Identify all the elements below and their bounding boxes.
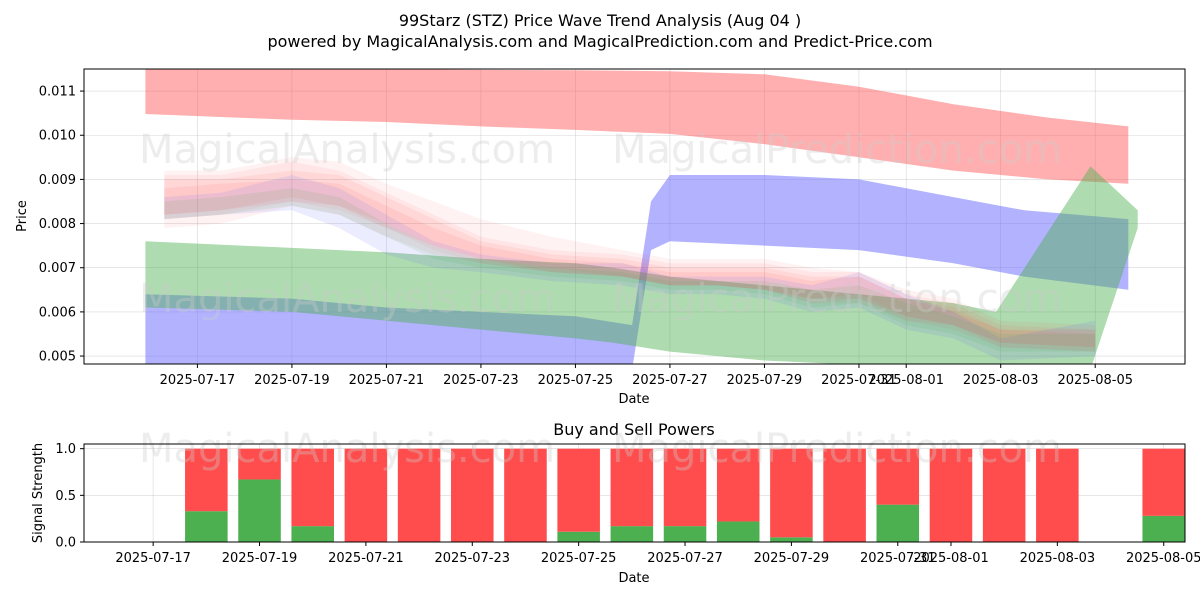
price-x-axis-label: Date [618,392,649,407]
buy-bar [663,526,707,542]
signal-bars [185,448,1185,542]
price-x-tick-label: 2025-08-03 [963,373,1039,388]
sell-bar [557,448,600,532]
signal-y-tick-label: 1.0 [55,442,76,457]
signal-x-tick-label: 2025-07-29 [754,551,830,566]
price-y-tick-label: 0.006 [39,305,76,320]
green-wave-band [164,188,1096,352]
sell-bar [185,448,228,512]
signal-plot-frame [83,443,1186,543]
sell-bar [451,448,494,542]
price-y-axis-label: Price [15,200,30,232]
sell-bar [1036,448,1079,542]
sell-bar [716,448,760,522]
price-x-tick-label: 2025-08-01 [868,373,944,388]
sell-bar [344,448,388,542]
green-band [145,166,1138,364]
price-x-tick-label: 2025-07-31 [821,373,897,388]
signal-chart-title: Buy and Sell Powers [553,420,715,439]
sell-bar [610,448,654,527]
price-axes: 2025-07-17 2025-07-19 2025-07-21 2025-07-23… [39,85,1133,388]
price-y-tick-label: 0.010 [39,129,76,144]
buy-bar [557,531,600,542]
buy-bar [1142,515,1185,542]
signal-x-axis-label: Date [618,571,649,586]
blue-wave-band [164,175,1096,361]
price-y-tick-label: 0.011 [39,85,76,100]
signal-y-axis-label: Signal Strength [31,443,46,543]
red-wave-band [164,170,1096,348]
sell-bar [663,448,707,527]
watermark-analysis-3: MagicalAnalysis.com [139,426,555,472]
watermark-analysis: MagicalAnalysis.com [139,127,555,173]
watermark-prediction-2: MagicalPrediction.com [612,276,1062,322]
price-y-tick-label: 0.008 [39,217,76,232]
red-wave-band [164,161,1096,352]
buy-bar [716,521,760,542]
sell-bar [982,448,1026,542]
buy-bar [185,511,228,542]
sell-bar [823,448,866,542]
price-watermarks: MagicalAnalysis.com MagicalPrediction.co… [139,127,1062,322]
signal-x-tick-label: 2025-08-01 [913,551,989,566]
price-y-tick-label: 0.005 [39,350,76,365]
watermark-analysis-2: MagicalAnalysis.com [139,276,555,322]
signal-x-tick-label: 2025-07-21 [328,551,404,566]
price-x-tick-label: 2025-07-17 [160,373,236,388]
signal-x-tick-label: 2025-07-23 [434,551,510,566]
figure-subtitle: powered by MagicalAnalysis.com and Magic… [267,32,932,51]
price-bands [145,69,1138,364]
sell-bar [929,448,973,542]
buy-bar [610,526,654,542]
sell-bar [770,448,813,538]
signal-axes: 2025-07-17 2025-07-19 2025-07-21 2025-07-23… [55,442,1200,566]
buy-bar [238,479,281,542]
sell-bar [238,448,281,480]
signal-x-tick-label: 2025-07-17 [115,551,191,566]
sell-bar [291,448,334,527]
signal-y-tick-label: 0.5 [55,489,76,504]
red-wave-band [164,157,1096,352]
sell-bar [397,448,441,542]
signal-watermarks: MagicalAnalysis.com MagicalPrediction.co… [139,426,1062,472]
red-upper-band [145,69,1129,184]
price-y-tick-label: 0.007 [39,261,76,276]
signal-x-tick-label: 2025-07-19 [222,551,298,566]
price-chart: MagicalAnalysis.com MagicalPrediction.co… [15,68,1186,407]
sell-bar [1142,448,1185,516]
watermark-prediction: MagicalPrediction.com [612,127,1062,173]
red-wave-band [164,179,1096,348]
figure-title: 99Starz (STZ) Price Wave Trend Analysis … [399,11,801,30]
sell-bar [504,448,547,542]
price-x-tick-label: 2025-07-25 [538,373,614,388]
sell-bar [876,448,920,505]
price-y-tick-label: 0.009 [39,173,76,188]
signal-x-tick-label: 2025-08-05 [1126,551,1200,566]
buy-bar [291,526,334,542]
buy-bar [876,504,920,542]
signal-y-tick-label: 0.0 [55,536,76,551]
price-plot-frame [83,68,1186,365]
signal-x-tick-label: 2025-07-25 [541,551,617,566]
signal-chart: Buy and Sell Powers MagicalAnalysis.com … [31,420,1200,586]
price-x-tick-label: 2025-07-27 [632,373,708,388]
blue-band [145,175,1129,364]
price-x-tick-label: 2025-07-29 [727,373,803,388]
signal-x-tick-label: 2025-08-03 [1020,551,1096,566]
price-x-tick-label: 2025-08-05 [1057,373,1133,388]
price-x-tick-label: 2025-07-23 [443,373,519,388]
signal-x-tick-label: 2025-07-27 [647,551,723,566]
price-x-tick-label: 2025-07-21 [349,373,425,388]
buy-bar [770,537,813,542]
signal-x-tick-label: 2025-07-31 [860,551,936,566]
watermark-prediction-3: MagicalPrediction.com [612,426,1062,472]
price-x-tick-label: 2025-07-19 [254,373,330,388]
